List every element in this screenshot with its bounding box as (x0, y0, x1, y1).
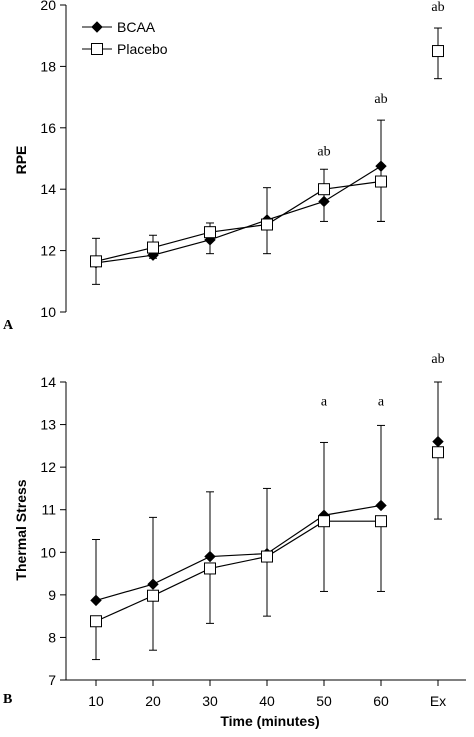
panel-b-ytick-label: 8 (48, 629, 56, 645)
legend-bcaa-label: BCAA (117, 19, 156, 35)
panel-b-ytick-label: 9 (48, 587, 56, 603)
panel-a-placebo-point (318, 183, 330, 196)
panel-b-markers (90, 435, 444, 628)
panel-a-placebo-point (90, 255, 102, 268)
panel-a-ytick-label: 20 (40, 0, 56, 13)
panel-b-bcaa-point (147, 578, 159, 590)
panel-b-ytick-label: 7 (48, 672, 56, 688)
panel-b-ytick-label: 12 (40, 459, 56, 475)
panel-b-ytick-label: 14 (40, 374, 56, 390)
panel-b-bcaa-series-line (95, 504, 382, 601)
panel-a-markers (90, 45, 444, 269)
panel-b-xtick-label: 10 (88, 693, 104, 709)
panel-a-ytick-label: 12 (40, 243, 56, 259)
panel-a-ytick-label: 10 (40, 304, 56, 320)
panel-a-y-ticks: 10 12 14 16 18 20 (40, 0, 66, 320)
panel-a: 10 12 14 16 18 20 RPE A ab ab ab BCAA Placebo (3, 0, 445, 333)
panel-a-placebo-point (204, 226, 216, 239)
panel-b-significance-label: ab (431, 352, 444, 367)
panel-b-placebo-point (90, 615, 102, 628)
panel-b-xtick-label: 40 (259, 693, 275, 709)
panel-a-annotations: ab ab ab (317, 0, 444, 159)
panel-a-lines (95, 165, 382, 264)
panel-b-xtick-label: 30 (202, 693, 218, 709)
legend-placebo-label: Placebo (117, 41, 168, 57)
panel-b-placebo-point (318, 515, 330, 528)
panel-b-xtick-label: 50 (316, 693, 332, 709)
panel-a-ytick-label: 16 (40, 120, 56, 136)
panel-b-significance-label: a (378, 394, 385, 409)
panel-b-placebo-point (261, 550, 273, 563)
panel-b-annotations: a a ab (321, 352, 445, 410)
panel-a-significance-label: ab (317, 144, 330, 159)
panel-b-placebo-series-line (95, 520, 381, 622)
panel-a-placebo-series-line (95, 180, 382, 262)
panel-b-lines (95, 504, 382, 622)
panel-a-ytick-label: 14 (40, 181, 56, 197)
panel-a-label: A (3, 318, 14, 333)
panel-b-y-ticks: 7 8 9 10 11 12 13 14 (40, 374, 66, 688)
panel-a-bcaa-point (318, 195, 330, 208)
panel-a-significance-label: ab (374, 92, 387, 107)
panel-a-ytick-label: 18 (40, 58, 56, 74)
panel-b-xtick-label: Ex (430, 693, 446, 709)
panel-a-placebo-point (432, 45, 444, 58)
legend-item-placebo: Placebo (82, 41, 168, 57)
panel-b-placebo-point (147, 589, 159, 602)
panel-b-xtick-label: 20 (145, 693, 161, 709)
panel-b-xtick-label: 60 (373, 693, 389, 709)
legend: BCAA Placebo (82, 19, 168, 57)
panel-b-placebo-point (375, 515, 387, 528)
panel-a-placebo-point (147, 241, 159, 254)
panel-b-placebo-point (432, 446, 444, 459)
panel-b-error-bars (92, 381, 442, 661)
panel-b: 7 8 9 10 11 12 13 14 10 20 30 40 50 60 Ex Thermal Str… (3, 352, 466, 729)
panel-b-placebo-point (204, 562, 216, 575)
panel-b-x-axis-label: Time (minutes) (220, 713, 319, 729)
legend-bcaa-marker (91, 21, 103, 33)
panel-b-bcaa-point (204, 550, 216, 563)
legend-item-bcaa: BCAA (82, 19, 156, 35)
panel-a-error-bars (92, 27, 442, 285)
panel-b-bcaa-point (432, 435, 444, 448)
panel-b-ytick-label: 11 (41, 502, 56, 518)
panel-a-placebo-point (261, 218, 273, 231)
panel-b-ytick-label: 10 (40, 544, 56, 560)
panel-b-label: B (3, 692, 12, 707)
panel-a-bcaa-series-line (95, 165, 382, 264)
panel-b-ytick-label: 13 (40, 417, 56, 433)
panel-b-y-axis-label: Thermal Stress (13, 479, 29, 580)
panel-b-significance-label: a (321, 394, 328, 409)
panel-b-bcaa-point (375, 499, 387, 512)
panel-a-bcaa-point (375, 160, 387, 172)
panel-b-x-ticks: 10 20 30 40 50 60 Ex (88, 680, 446, 709)
panel-a-placebo-point (375, 175, 387, 188)
panel-a-y-axis-label: RPE (13, 146, 29, 175)
panel-a-significance-label: ab (431, 0, 444, 15)
panel-b-bcaa-point (90, 594, 102, 607)
legend-placebo-marker (91, 43, 103, 55)
